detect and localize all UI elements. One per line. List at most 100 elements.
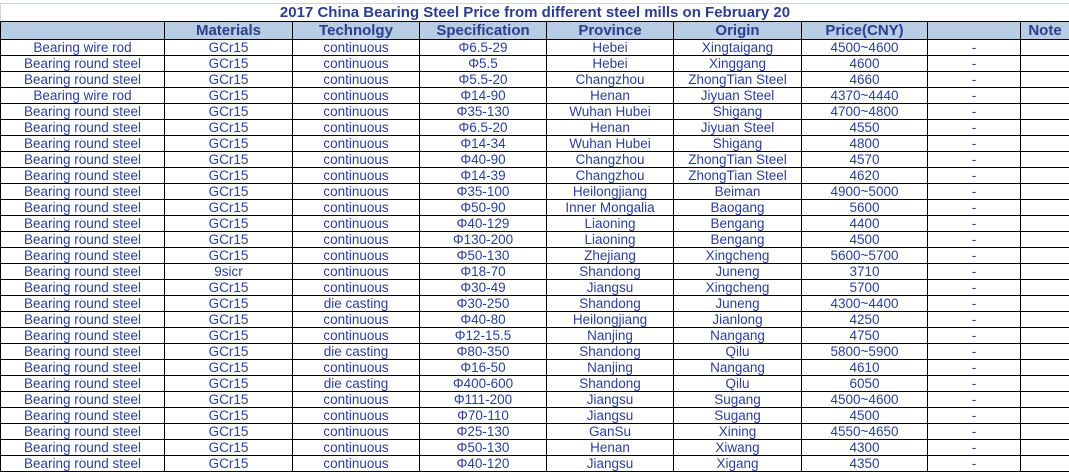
table-cell[interactable]: Φ40-120 xyxy=(419,455,547,472)
column-header[interactable] xyxy=(927,21,1021,40)
table-cell[interactable] xyxy=(1019,279,1069,296)
table-cell[interactable]: - xyxy=(927,439,1021,456)
table-cell[interactable]: 4400 xyxy=(801,215,928,232)
table-cell[interactable]: - xyxy=(927,375,1021,392)
table-cell[interactable]: 4800 xyxy=(801,135,928,152)
table-cell[interactable]: GanSu xyxy=(546,423,674,440)
table-cell[interactable]: Changzhou xyxy=(546,167,674,184)
table-cell[interactable]: 4600 xyxy=(801,55,928,72)
table-cell[interactable]: 4300~4400 xyxy=(801,295,928,312)
table-cell[interactable]: continuous xyxy=(292,455,420,472)
table-cell[interactable] xyxy=(1019,423,1069,440)
table-cell[interactable]: Bearing round steel xyxy=(0,103,165,120)
table-cell[interactable]: Liaoning xyxy=(546,231,674,248)
table-cell[interactable]: Baogang xyxy=(673,199,802,216)
table-cell[interactable]: 4500~4600 xyxy=(801,391,928,408)
table-cell[interactable]: - xyxy=(927,343,1021,360)
table-cell[interactable]: Shigang xyxy=(673,103,802,120)
table-cell[interactable]: GCr15 xyxy=(164,39,293,56)
table-cell[interactable] xyxy=(1019,359,1069,376)
table-cell[interactable] xyxy=(1019,135,1069,152)
table-cell[interactable]: 4300 xyxy=(801,439,928,456)
table-cell[interactable]: Bearing round steel xyxy=(0,263,165,280)
table-cell[interactable] xyxy=(1019,167,1069,184)
table-cell[interactable]: continuous xyxy=(292,39,420,56)
table-cell[interactable]: Qilu xyxy=(673,343,802,360)
table-cell[interactable]: GCr15 xyxy=(164,167,293,184)
table-cell[interactable]: Wuhan Hubei xyxy=(546,103,674,120)
table-cell[interactable]: Φ50-90 xyxy=(419,199,547,216)
table-cell[interactable] xyxy=(1019,407,1069,424)
table-cell[interactable]: Bearing round steel xyxy=(0,119,165,136)
table-cell[interactable]: Nangang xyxy=(673,359,802,376)
table-cell[interactable]: Jianlong xyxy=(673,311,802,328)
table-cell[interactable]: ZhongTian Steel xyxy=(673,151,802,168)
table-cell[interactable]: GCr15 xyxy=(164,375,293,392)
table-cell[interactable] xyxy=(1019,391,1069,408)
table-cell[interactable]: Bearing round steel xyxy=(0,71,165,88)
table-cell[interactable]: GCr15 xyxy=(164,247,293,264)
table-cell[interactable]: Φ35-100 xyxy=(419,183,547,200)
table-cell[interactable]: Changzhou xyxy=(546,71,674,88)
table-cell[interactable]: Liaoning xyxy=(546,215,674,232)
table-cell[interactable]: Φ5.5 xyxy=(419,55,547,72)
table-cell[interactable]: 4350 xyxy=(801,455,928,472)
table-cell[interactable]: Φ16-50 xyxy=(419,359,547,376)
table-cell[interactable]: - xyxy=(927,151,1021,168)
table-cell[interactable]: - xyxy=(927,39,1021,56)
table-cell[interactable]: Φ25-130 xyxy=(419,423,547,440)
table-cell[interactable]: Bearing round steel xyxy=(0,135,165,152)
table-cell[interactable]: - xyxy=(927,263,1021,280)
table-cell[interactable]: 4900~5000 xyxy=(801,183,928,200)
table-cell[interactable]: Bearing round steel xyxy=(0,455,165,472)
table-cell[interactable]: - xyxy=(927,295,1021,312)
table-cell[interactable]: 4750 xyxy=(801,327,928,344)
table-cell[interactable]: - xyxy=(927,167,1021,184)
table-cell[interactable]: continuous xyxy=(292,311,420,328)
table-cell[interactable] xyxy=(1019,343,1069,360)
table-cell[interactable] xyxy=(1019,71,1069,88)
table-cell[interactable]: Changzhou xyxy=(546,151,674,168)
table-cell[interactable] xyxy=(1019,183,1069,200)
table-cell[interactable]: Bearing round steel xyxy=(0,439,165,456)
table-cell[interactable]: 4620 xyxy=(801,167,928,184)
table-cell[interactable]: - xyxy=(927,55,1021,72)
table-cell[interactable]: Φ30-250 xyxy=(419,295,547,312)
table-cell[interactable]: 4550 xyxy=(801,119,928,136)
table-cell[interactable] xyxy=(1019,55,1069,72)
table-cell[interactable]: - xyxy=(927,423,1021,440)
table-cell[interactable] xyxy=(1019,311,1069,328)
table-cell[interactable]: continuous xyxy=(292,231,420,248)
table-cell[interactable]: Xining xyxy=(673,423,802,440)
table-cell[interactable]: Jiangsu xyxy=(546,279,674,296)
table-cell[interactable]: continuous xyxy=(292,247,420,264)
table-cell[interactable]: 4570 xyxy=(801,151,928,168)
table-cell[interactable] xyxy=(1019,215,1069,232)
table-cell[interactable]: Φ111-200 xyxy=(419,391,547,408)
table-cell[interactable]: Φ40-90 xyxy=(419,151,547,168)
table-cell[interactable]: Bearing round steel xyxy=(0,343,165,360)
table-cell[interactable]: Wuhan Hubei xyxy=(546,135,674,152)
table-cell[interactable]: Φ70-110 xyxy=(419,407,547,424)
table-cell[interactable] xyxy=(1019,199,1069,216)
table-cell[interactable]: continuous xyxy=(292,359,420,376)
column-header[interactable]: Materials xyxy=(164,21,293,40)
table-cell[interactable]: GCr15 xyxy=(164,103,293,120)
table-cell[interactable]: Nanjing xyxy=(546,359,674,376)
table-cell[interactable]: Φ14-90 xyxy=(419,87,547,104)
table-cell[interactable]: - xyxy=(927,103,1021,120)
table-cell[interactable]: - xyxy=(927,135,1021,152)
table-cell[interactable]: Bearing round steel xyxy=(0,279,165,296)
table-cell[interactable]: GCr15 xyxy=(164,183,293,200)
table-cell[interactable] xyxy=(1019,295,1069,312)
table-cell[interactable] xyxy=(1019,455,1069,472)
column-header[interactable]: Price(CNY) xyxy=(801,21,928,40)
table-cell[interactable]: Xinggang xyxy=(673,55,802,72)
table-cell[interactable]: Henan xyxy=(546,439,674,456)
table-cell[interactable]: Zhejiang xyxy=(546,247,674,264)
table-cell[interactable]: Bearing round steel xyxy=(0,327,165,344)
table-cell[interactable]: GCr15 xyxy=(164,391,293,408)
column-header[interactable]: Origin xyxy=(673,21,802,40)
table-cell[interactable]: Sugang xyxy=(673,407,802,424)
table-cell[interactable]: GCr15 xyxy=(164,199,293,216)
